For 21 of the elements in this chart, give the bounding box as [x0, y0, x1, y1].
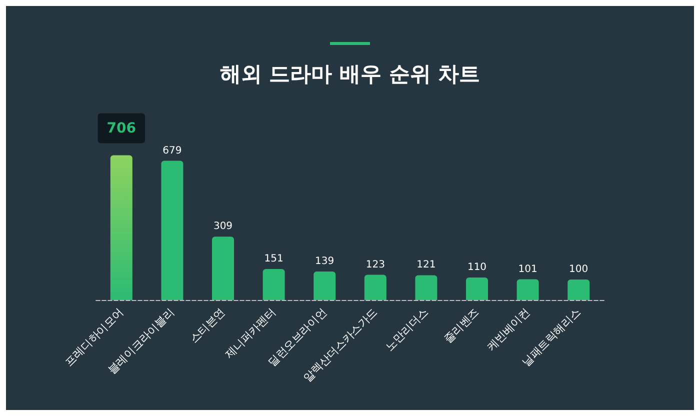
data-label: 706 — [106, 120, 136, 136]
bar — [262, 269, 285, 300]
data-label: 110 — [467, 262, 487, 273]
bar — [110, 155, 132, 300]
bar — [466, 277, 488, 300]
bar — [314, 272, 336, 300]
bar — [568, 280, 590, 300]
data-label: 679 — [162, 145, 182, 156]
data-label: 309 — [213, 221, 233, 232]
bar — [415, 275, 438, 300]
data-label: 123 — [366, 259, 385, 270]
bar — [516, 279, 539, 300]
bar — [364, 274, 386, 300]
data-label: 101 — [518, 264, 538, 275]
bar — [161, 160, 184, 300]
data-label: 121 — [416, 260, 436, 271]
bar — [212, 236, 234, 300]
chart-title: 해외 드라마 배우 순위 차트 — [218, 61, 482, 88]
data-label: 100 — [569, 264, 588, 275]
data-label: 151 — [264, 254, 284, 265]
data-label: 139 — [315, 256, 334, 268]
